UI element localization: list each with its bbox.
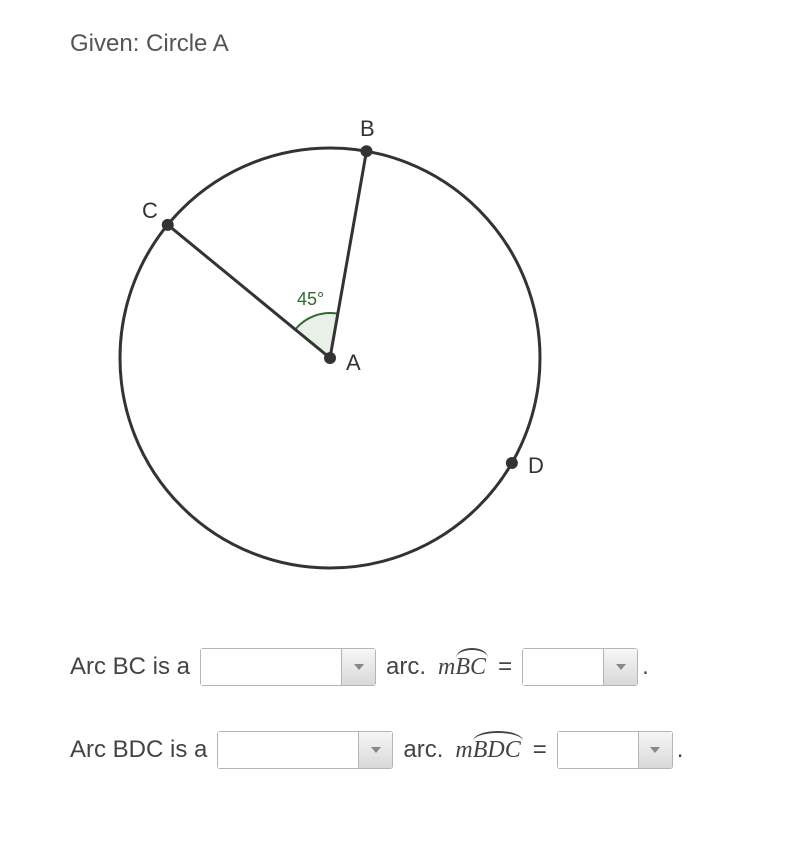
q1-dropdown-value[interactable] <box>522 648 638 686</box>
point-a <box>324 352 336 364</box>
point-d <box>506 457 518 469</box>
notation-m: m <box>438 654 455 680</box>
dropdown-arrow-button[interactable] <box>341 649 375 685</box>
q2-period: . <box>677 736 684 764</box>
circle-diagram: A B C D 45° <box>70 68 630 608</box>
questions-block: Arc BC is a arc. mBC = . Arc <box>70 648 730 769</box>
notation-m: m <box>455 737 472 763</box>
radius-ab <box>330 151 366 358</box>
point-b <box>360 145 372 157</box>
q2-dropdown-value[interactable] <box>557 731 673 769</box>
dropdown-body <box>201 649 341 685</box>
question-row-1: Arc BC is a arc. mBC = . <box>70 648 730 686</box>
q2-mid: arc. <box>403 736 443 764</box>
q2-prefix: Arc BDC is a <box>70 736 207 764</box>
dropdown-arrow-button[interactable] <box>638 732 672 768</box>
q2-dropdown-type[interactable] <box>217 731 393 769</box>
chevron-down-icon <box>615 661 627 673</box>
label-b: B <box>360 116 375 141</box>
label-c: C <box>142 198 158 223</box>
arc-symbol <box>456 648 488 658</box>
label-d: D <box>528 453 544 478</box>
arc-bdc-notation: mBDC <box>453 737 522 764</box>
arc-symbol <box>473 731 522 741</box>
question-row-2: Arc BDC is a arc. mBDC = . <box>70 731 730 769</box>
dropdown-body <box>218 732 358 768</box>
q1-mid: arc. <box>386 653 426 681</box>
point-c <box>162 219 174 231</box>
q1-dropdown-type[interactable] <box>200 648 376 686</box>
given-text: Given: Circle A <box>70 30 730 58</box>
q2-eq: = <box>533 736 547 764</box>
dropdown-body <box>523 649 603 685</box>
q1-period: . <box>642 653 649 681</box>
dropdown-arrow-button[interactable] <box>603 649 637 685</box>
chevron-down-icon <box>370 744 382 756</box>
angle-label: 45° <box>297 289 324 309</box>
arc-bc-notation: mBC <box>436 654 488 681</box>
dropdown-arrow-button[interactable] <box>358 732 392 768</box>
chevron-down-icon <box>353 661 365 673</box>
chevron-down-icon <box>649 744 661 756</box>
label-a: A <box>346 350 361 375</box>
dropdown-body <box>558 732 638 768</box>
q1-eq: = <box>498 653 512 681</box>
q1-prefix: Arc BC is a <box>70 653 190 681</box>
